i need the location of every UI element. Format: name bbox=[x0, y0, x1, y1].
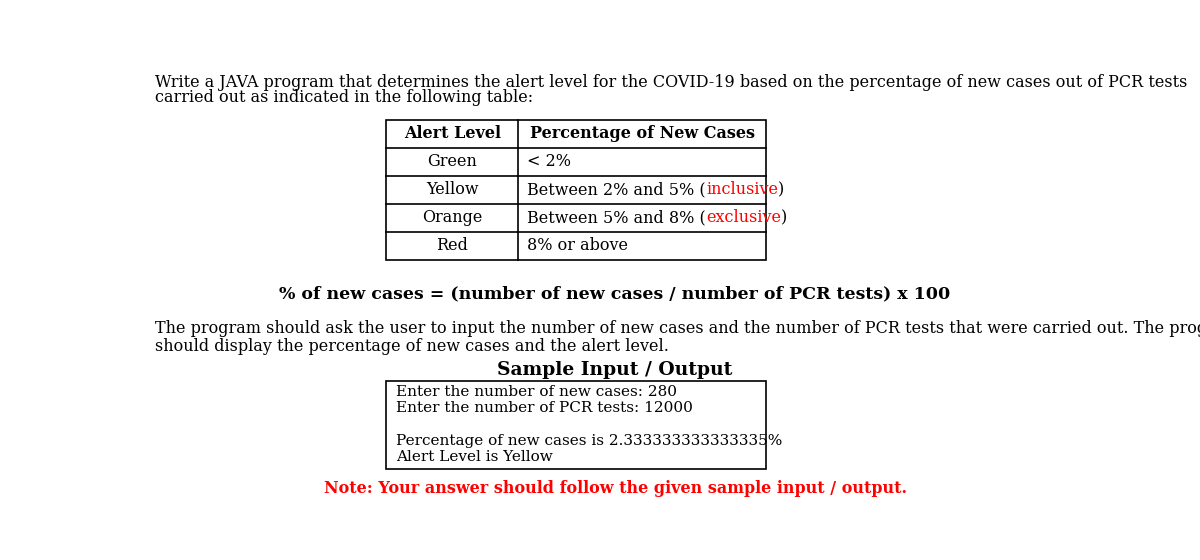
Text: < 2%: < 2% bbox=[528, 153, 571, 170]
Text: Percentage of New Cases: Percentage of New Cases bbox=[529, 125, 755, 142]
Text: Sample Input / Output: Sample Input / Output bbox=[497, 361, 733, 379]
Text: The program should ask the user to input the number of new cases and the number : The program should ask the user to input… bbox=[155, 320, 1200, 337]
Text: Green: Green bbox=[427, 153, 478, 170]
Text: ): ) bbox=[781, 209, 787, 226]
Text: % of new cases = (number of new cases / number of PCR tests) x 100: % of new cases = (number of new cases / … bbox=[280, 286, 950, 303]
Text: should display the percentage of new cases and the alert level.: should display the percentage of new cas… bbox=[155, 338, 668, 355]
Text: Orange: Orange bbox=[422, 209, 482, 226]
Text: Alert Level is Yellow: Alert Level is Yellow bbox=[396, 450, 552, 464]
Text: Write a JAVA program that determines the alert level for the COVID-19 based on t: Write a JAVA program that determines the… bbox=[155, 74, 1187, 91]
Text: inclusive: inclusive bbox=[706, 181, 778, 198]
Text: Alert Level: Alert Level bbox=[403, 125, 500, 142]
Text: carried out as indicated in the following table:: carried out as indicated in the followin… bbox=[155, 88, 533, 106]
Text: Red: Red bbox=[437, 237, 468, 254]
Text: Yellow: Yellow bbox=[426, 181, 479, 198]
Text: Between 5% and 8% (: Between 5% and 8% ( bbox=[528, 209, 706, 226]
Text: exclusive: exclusive bbox=[706, 209, 781, 226]
Text: Percentage of new cases is 2.333333333333335%: Percentage of new cases is 2.33333333333… bbox=[396, 433, 782, 448]
Text: ): ) bbox=[778, 181, 785, 198]
Text: 8% or above: 8% or above bbox=[528, 237, 629, 254]
Text: Enter the number of new cases: 280: Enter the number of new cases: 280 bbox=[396, 385, 677, 399]
Text: Note: Your answer should follow the given sample input / output.: Note: Your answer should follow the give… bbox=[324, 480, 906, 497]
Text: Enter the number of PCR tests: 12000: Enter the number of PCR tests: 12000 bbox=[396, 402, 692, 416]
Text: Between 2% and 5% (: Between 2% and 5% ( bbox=[528, 181, 706, 198]
